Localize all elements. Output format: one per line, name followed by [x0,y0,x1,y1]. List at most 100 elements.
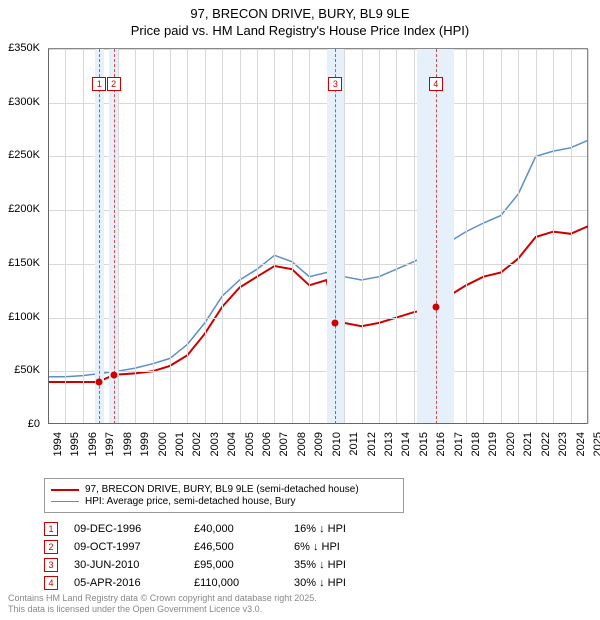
sales-date: 09-DEC-1996 [74,523,194,535]
sale-dot [432,303,439,310]
sales-price: £110,000 [194,577,294,589]
sale-dot [110,372,117,379]
sales-marker: 3 [44,558,58,572]
sales-diff: 16% ↓ HPI [294,523,384,535]
chart-area: 1234 [48,48,588,424]
legend: 97, BRECON DRIVE, BURY, BL9 9LE (semi-de… [44,478,404,513]
sales-date: 05-APR-2016 [74,577,194,589]
x-tick-label: 1999 [139,432,151,456]
x-tick-label: 1997 [104,432,116,456]
event-line [436,49,437,424]
gridline-h [48,103,587,104]
gridline-v [65,49,66,424]
sales-table: 109-DEC-1996£40,00016% ↓ HPI209-OCT-1997… [44,520,384,592]
x-tick-label: 2019 [487,432,499,456]
legend-row: 97, BRECON DRIVE, BURY, BL9 9LE (semi-de… [51,484,397,495]
legend-swatch [51,489,79,491]
x-tick-label: 2003 [209,432,221,456]
x-tick-label: 2022 [540,432,552,456]
x-tick-label: 1995 [69,432,81,456]
gridline-h [48,264,587,265]
gridline-v [466,49,467,424]
legend-swatch [51,501,79,503]
y-tick-label: £250K [8,149,40,161]
gridline-v [536,49,537,424]
gridline-v [170,49,171,424]
x-tick-label: 2025 [592,432,600,456]
gridline-v [396,49,397,424]
x-tick-label: 2012 [366,432,378,456]
event-line [114,49,115,424]
sale-dot [96,379,103,386]
y-axis: £0£50K£100K£150K£200K£250K£300K£350K [0,48,44,424]
footer: Contains HM Land Registry data © Crown c… [8,593,317,616]
x-tick-label: 1994 [52,432,64,456]
sale-dot [332,319,339,326]
gridline-v [274,49,275,424]
x-tick-label: 2017 [453,432,465,456]
sales-row: 4 05-APR-2016£110,00030% ↓ HPI [44,574,384,592]
y-tick-label: £0 [28,418,40,430]
x-tick-label: 2018 [470,432,482,456]
event-marker: 1 [92,77,106,91]
x-tick-label: 2011 [348,432,360,456]
gridline-v [501,49,502,424]
series-hpi [48,140,588,376]
sales-row: 109-DEC-1996£40,00016% ↓ HPI [44,520,384,538]
gridline-v [222,49,223,424]
x-axis: 1994199519961997199819992000200120022003… [48,428,588,478]
x-tick-label: 2016 [435,432,447,456]
x-tick-label: 2001 [174,432,186,456]
sales-row: 209-OCT-1997£46,5006% ↓ HPI [44,538,384,556]
event-marker: 2 [107,77,121,91]
x-tick-label: 2014 [400,432,412,456]
sales-marker: 4 [44,576,58,590]
x-tick-label: 2008 [296,432,308,456]
footer-line1: Contains HM Land Registry data © Crown c… [8,593,317,605]
y-tick-label: £150K [8,257,40,269]
y-tick-label: £100K [8,311,40,323]
y-tick-label: £50K [14,364,40,376]
sales-row: 330-JUN-2010£95,00035% ↓ HPI [44,556,384,574]
sales-price: £46,500 [194,541,294,553]
event-marker: 3 [328,77,342,91]
gridline-v [483,49,484,424]
x-tick-label: 2023 [557,432,569,456]
gridline-v [379,49,380,424]
event-line [99,49,100,424]
sales-date: 09-OCT-1997 [74,541,194,553]
x-tick-label: 2007 [278,432,290,456]
x-tick-label: 2006 [261,432,273,456]
gridline-v [344,49,345,424]
x-tick-label: 2013 [383,432,395,456]
title-block: 97, BRECON DRIVE, BURY, BL9 9LE Price pa… [0,0,600,38]
gridline-v [153,49,154,424]
series-price_paid [48,226,588,382]
x-tick-label: 2015 [418,432,430,456]
event-line [335,49,336,424]
x-tick-label: 1996 [87,432,99,456]
gridline-v [414,49,415,424]
x-tick-label: 2009 [313,432,325,456]
gridline-v [257,49,258,424]
x-tick-label: 2020 [505,432,517,456]
gridline-v [240,49,241,424]
x-tick-label: 2002 [191,432,203,456]
gridline-v [518,49,519,424]
x-tick-label: 2021 [522,432,534,456]
legend-row: HPI: Average price, semi-detached house,… [51,496,397,507]
sales-diff: 6% ↓ HPI [294,541,384,553]
y-tick-label: £200K [8,203,40,215]
gridline-v [292,49,293,424]
gridline-v [205,49,206,424]
gridline-h [48,210,587,211]
sales-date: 30-JUN-2010 [74,559,194,571]
gridline-v [553,49,554,424]
title-line1: 97, BRECON DRIVE, BURY, BL9 9LE [0,6,600,21]
sales-diff: 35% ↓ HPI [294,559,384,571]
gridline-v [118,49,119,424]
gridline-h [48,371,587,372]
sales-diff: 30% ↓ HPI [294,577,384,589]
title-line2: Price paid vs. HM Land Registry's House … [0,23,600,38]
footer-line2: This data is licensed under the Open Gov… [8,604,317,616]
